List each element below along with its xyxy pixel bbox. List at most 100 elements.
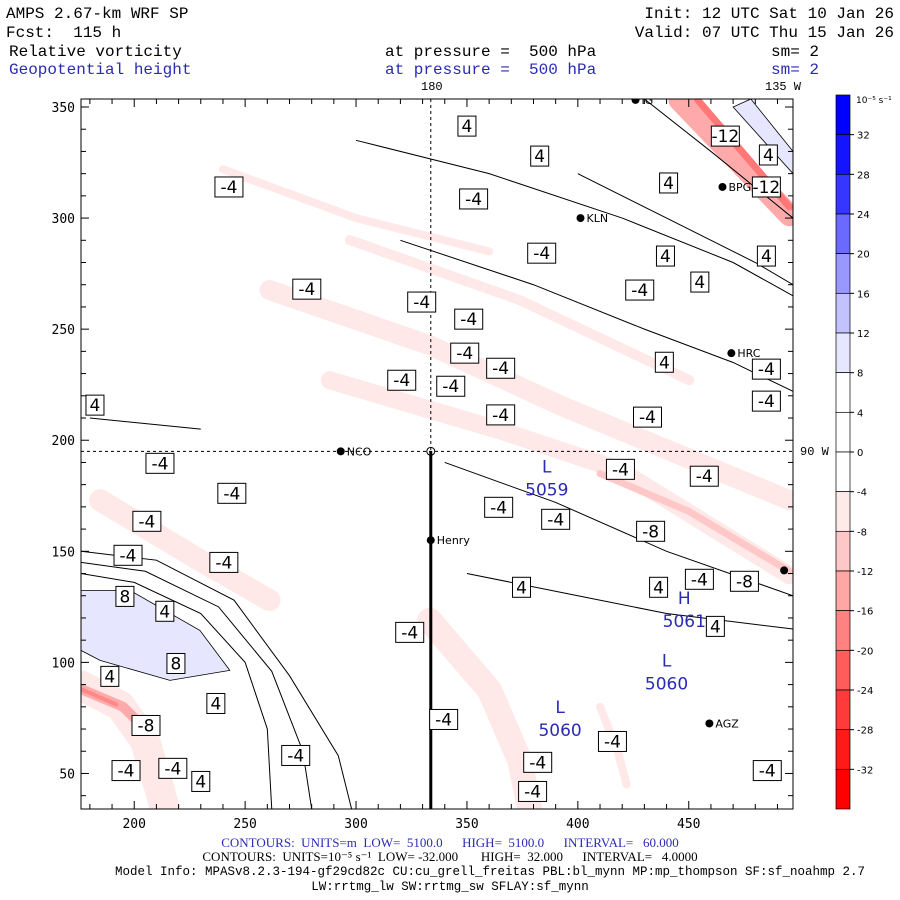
model-info: Model Info: MPASv8.2.3-194-gf29cd82c CU:… (114, 865, 866, 879)
x-tick-label: 250 (233, 817, 256, 832)
contour-label-box (206, 692, 226, 714)
contour-label-box (654, 351, 674, 373)
x-tick-label: 450 (677, 817, 700, 832)
contour-label-box (484, 496, 514, 518)
contour-label: -4 (435, 710, 452, 730)
colorbar-label: -12 (857, 567, 873, 578)
init-time: Init: 12 UTC Sat 10 Jan 26 (644, 5, 894, 23)
field2-level: at pressure = 500 hPa (385, 61, 597, 79)
contour-label-box (597, 730, 627, 752)
contour-label-box (655, 245, 675, 267)
contour-label-box (625, 279, 655, 301)
contour-line (577, 173, 793, 286)
contour-label: 4 (462, 117, 473, 137)
contour-label: -4 (298, 280, 315, 300)
contour-label-box (751, 176, 781, 198)
colorbar-swatch (835, 94, 851, 136)
y-tick-label: 300 (52, 212, 75, 227)
contour-label: -4 (456, 344, 473, 364)
contour-label-box (281, 744, 311, 766)
contour-label: -4 (524, 782, 541, 802)
meridian-135w-label: 135 W (765, 80, 802, 94)
contour-label: 4 (761, 247, 772, 267)
contour-label-box (710, 125, 740, 147)
y-tick-label: 150 (52, 545, 75, 560)
contour-label: -4 (547, 510, 564, 530)
y-tick-label: 50 (59, 767, 75, 782)
pressure-center-type: L (662, 651, 672, 671)
contour-label: 8 (120, 587, 131, 607)
forecast-hour: Fcst: 115 h (6, 24, 122, 42)
contour-label: -4 (492, 406, 509, 426)
contour-label-box (131, 714, 161, 736)
contour-label-box (636, 520, 666, 542)
contour-label-box (689, 465, 719, 487)
contour-label: -8 (642, 522, 659, 542)
contour-label-box (512, 576, 532, 598)
contour-label: 4 (210, 694, 221, 714)
contour-label-box (145, 452, 175, 474)
field2-smoothing: sm= 2 (771, 61, 820, 79)
contour-label: -4 (465, 190, 482, 210)
contour-label: -4 (691, 570, 708, 590)
colorbar-swatch (835, 451, 851, 493)
contour-line (355, 139, 793, 297)
colorbar-swatch (835, 610, 851, 651)
colorbar-label: 32 (857, 131, 870, 142)
contour-label-box (527, 242, 557, 264)
colorbar-label: -16 (857, 607, 873, 618)
contour-label-box (155, 600, 175, 622)
colorbar-label: 0 (857, 448, 863, 459)
contour-label: -4 (223, 484, 240, 504)
station-label: NCO (347, 445, 372, 458)
pressure-center-value: 5060 (538, 721, 581, 741)
contour-label-box (292, 278, 322, 300)
colorbar-label: 16 (857, 289, 870, 300)
contour-label-box (111, 760, 141, 782)
south-pole-marker (426, 446, 436, 456)
contour-label: -4 (758, 392, 775, 412)
colorbar-swatch (835, 173, 851, 215)
colorbar-label: 8 (857, 369, 863, 380)
contour-label-box (436, 375, 466, 397)
y-tick-label: 250 (52, 323, 75, 338)
contour-label: -4 (490, 498, 507, 518)
meridian-90w-label: 90 W (800, 445, 829, 459)
contour-label: -4 (220, 178, 237, 198)
colorbar-swatch (835, 768, 851, 810)
colorbar-swatch (835, 689, 851, 731)
contour-label-box (756, 245, 776, 267)
station-label: HRC (737, 347, 760, 360)
colorbar-swatch (835, 292, 851, 334)
meridian-180-label: 180 (421, 80, 443, 94)
colorbar-swatch (835, 491, 851, 532)
colorbar-swatch (835, 134, 851, 175)
colorbar-swatch (835, 411, 851, 453)
colorbar-label: 24 (857, 210, 870, 221)
contour-label: -4 (533, 244, 550, 264)
colorbar-swatch (835, 729, 851, 770)
field2-name: Geopotential height (9, 61, 192, 79)
contour-label: -4 (631, 281, 648, 301)
contour-label-box (751, 390, 781, 412)
contour-label: 4 (660, 247, 671, 267)
pressure-center-value: 5059 (525, 480, 568, 500)
contour-label: -4 (120, 546, 137, 566)
colorbar-label: -8 (857, 527, 867, 538)
contour-label: 4 (710, 617, 721, 637)
contour-label: 4 (159, 602, 170, 622)
contour-label-box (457, 115, 477, 137)
contour-label: 8 (171, 654, 182, 674)
contour-label: -4 (442, 377, 459, 397)
contour-label-box (486, 404, 516, 426)
contour-label-box (429, 708, 459, 730)
colorbar-swatch (835, 213, 851, 255)
negative-vorticity-region (218, 165, 494, 256)
contour-label: -4 (151, 454, 168, 474)
station-label: KLN (587, 212, 609, 225)
contour-label: -4 (164, 759, 181, 779)
colorbar-label: 4 (857, 408, 863, 419)
contour-label: -4 (758, 360, 775, 380)
contour-label-box (450, 342, 480, 364)
contour-label: -4 (287, 746, 304, 766)
